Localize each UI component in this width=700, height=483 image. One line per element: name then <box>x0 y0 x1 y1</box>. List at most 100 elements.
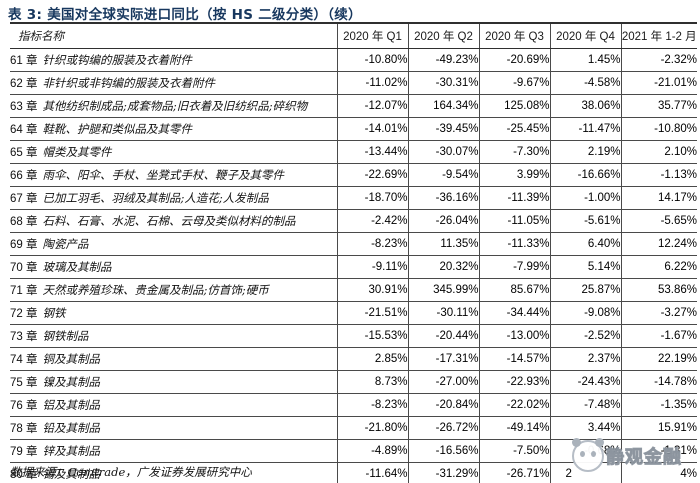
chapter-label: 71 章 <box>10 285 38 297</box>
indicator-name: 非针织或非钩编的服装及衣着附件 <box>42 76 216 90</box>
value-cell: -11.05% <box>478 209 550 233</box>
chapter-label: 80 章 <box>10 469 38 481</box>
watermark: 静观金融 <box>568 438 694 474</box>
value-cell: -18.70% <box>336 186 408 210</box>
indicator-name-cell: 72 章钢铁 <box>10 301 337 325</box>
value-cell: -13.00% <box>478 324 550 348</box>
indicator-name-cell: 80 章锡及其制品 <box>10 462 337 483</box>
value-cell: -21.51% <box>336 301 408 325</box>
value-cell: 15.91% <box>620 416 697 440</box>
header-cell: 2020 年 Q4 <box>549 23 621 49</box>
header-cell: 指标名称 <box>10 23 337 49</box>
value-cell: 53.86% <box>620 278 697 302</box>
page-title: 表 3: 美国对全球实际进口同比（按 HS 二级分类）（续） <box>8 7 362 23</box>
value-cell: 35.77% <box>620 94 697 118</box>
header-cell: 2021 年 1-2 月 <box>620 23 697 49</box>
value-cell: 2.10% <box>620 140 697 164</box>
value-cell: -26.72% <box>407 416 479 440</box>
value-cell: 6.22% <box>620 255 697 279</box>
value-cell: 125.08% <box>478 94 550 118</box>
value-cell: -17.31% <box>407 347 479 371</box>
value-cell: 5.14% <box>549 255 621 279</box>
value-cell: -1.67% <box>620 324 697 348</box>
value-cell: -3.27% <box>620 301 697 325</box>
chapter-label: 66 章 <box>10 170 38 182</box>
indicator-name-cell: 75 章镍及其制品 <box>10 370 337 394</box>
chapter-label: 75 章 <box>10 377 38 389</box>
chapter-label: 74 章 <box>10 354 38 366</box>
value-cell: 3.99% <box>478 163 550 187</box>
table-row: 61 章针织或钩编的服装及衣着附件 -10.80% -49.23% -20.69% 1.… <box>10 48 697 72</box>
table-body: 61 章针织或钩编的服装及衣着附件 -10.80% -49.23% -20.69% 1.… <box>10 48 697 483</box>
table-row: 64 章鞋靴、护腿和类似品及其零件 -14.01% -39.45% -25.45% -1… <box>10 117 697 141</box>
value-cell: 8.73% <box>336 370 408 394</box>
value-cell: -7.50% <box>478 439 550 463</box>
chapter-label: 62 章 <box>10 78 38 90</box>
table-row: 71 章天然或养殖珍珠、贵金属及制品;仿首饰;硬币 30.91% 345.99% 85… <box>10 278 697 302</box>
indicator-name: 天然或养殖珍珠、贵金属及制品;仿首饰;硬币 <box>42 283 269 297</box>
indicator-name-cell: 73 章钢铁制品 <box>10 324 337 348</box>
chapter-label: 72 章 <box>10 308 38 320</box>
indicator-name: 针织或钩编的服装及衣着附件 <box>42 53 193 67</box>
chapter-label: 70 章 <box>10 262 38 274</box>
header-cell: 2020 年 Q3 <box>478 23 550 49</box>
indicator-name: 铜及其制品 <box>42 352 101 366</box>
table-row: 75 章镍及其制品 8.73% -27.00% -22.93% -24.43% -14.7… <box>10 370 697 394</box>
chapter-label: 76 章 <box>10 400 38 412</box>
value-cell: -11.64% <box>336 462 408 483</box>
indicator-name-cell: 62 章非针织或非钩编的服装及衣着附件 <box>10 71 337 95</box>
value-cell: -2.52% <box>549 324 621 348</box>
value-cell: -9.54% <box>407 163 479 187</box>
value-cell: -8.23% <box>336 393 408 417</box>
table-row: 66 章雨伞、阳伞、手杖、坐凳式手杖、鞭子及其零件 -22.69% -9.54% 3.… <box>10 163 697 187</box>
table-row: 73 章钢铁制品 -15.53% -20.44% -13.00% -2.52% -1.67… <box>10 324 697 348</box>
indicator-name-cell: 79 章锌及其制品 <box>10 439 337 463</box>
value-cell: 22.19% <box>620 347 697 371</box>
value-cell: -5.61% <box>549 209 621 233</box>
value-cell: -30.31% <box>407 71 479 95</box>
value-cell: -25.45% <box>478 117 550 141</box>
indicator-name-cell: 74 章铜及其制品 <box>10 347 337 371</box>
value-cell: -24.43% <box>549 370 621 394</box>
indicator-name: 钢铁制品 <box>42 329 89 343</box>
value-cell: -39.45% <box>407 117 479 141</box>
value-cell: -26.71% <box>478 462 550 483</box>
value-cell: -1.13% <box>620 163 697 187</box>
value-cell: 2.19% <box>549 140 621 164</box>
value-cell: -34.44% <box>478 301 550 325</box>
value-cell: -11.47% <box>549 117 621 141</box>
value-cell: -14.01% <box>336 117 408 141</box>
table-row: 67 章已加工羽毛、羽绒及其制品;人造花;人发制品 -18.70% -36.16% -… <box>10 186 697 210</box>
chapter-label: 63 章 <box>10 101 38 113</box>
indicator-name-cell: 67 章已加工羽毛、羽绒及其制品;人造花;人发制品 <box>10 186 337 210</box>
chapter-label: 78 章 <box>10 423 38 435</box>
value-cell: -22.69% <box>336 163 408 187</box>
value-cell: 2.37% <box>549 347 621 371</box>
indicator-name: 铝及其制品 <box>42 398 101 412</box>
value-cell: -21.01% <box>620 71 697 95</box>
indicator-name: 铅及其制品 <box>42 421 101 435</box>
indicator-name-cell: 61 章针织或钩编的服装及衣着附件 <box>10 48 337 72</box>
value-cell: -4.89% <box>336 439 408 463</box>
value-cell: -14.57% <box>478 347 550 371</box>
value-cell: -10.80% <box>620 117 697 141</box>
value-cell: -31.29% <box>407 462 479 483</box>
chapter-label: 61 章 <box>10 55 38 67</box>
table-row: 68 章石料、石膏、水泥、石棉、云母及类似材料的制品 -2.42% -26.04% -… <box>10 209 697 233</box>
value-cell: 85.67% <box>478 278 550 302</box>
indicator-name: 镍及其制品 <box>42 375 101 389</box>
indicator-name: 锌及其制品 <box>42 444 101 458</box>
value-cell: 6.40% <box>549 232 621 256</box>
chapter-label: 65 章 <box>10 147 38 159</box>
value-cell: -8.23% <box>336 232 408 256</box>
indicator-name: 陶瓷产品 <box>42 237 89 251</box>
indicator-name: 帽类及其零件 <box>42 145 112 159</box>
value-cell: -22.02% <box>478 393 550 417</box>
indicator-name-cell: 66 章雨伞、阳伞、手杖、坐凳式手杖、鞭子及其零件 <box>10 163 337 187</box>
table-row: 76 章铝及其制品 -8.23% -20.84% -22.02% -7.48% -1.35… <box>10 393 697 417</box>
table-header-row: 指标名称 2020 年 Q1 2020 年 Q2 2020 年 Q3 2020 年 Q4… <box>10 23 697 49</box>
indicator-name: 玻璃及其制品 <box>42 260 112 274</box>
value-cell: -20.44% <box>407 324 479 348</box>
indicator-name-cell: 71 章天然或养殖珍珠、贵金属及制品;仿首饰;硬币 <box>10 278 337 302</box>
table-row: 63 章其他纺织制成品;成套物品;旧衣着及旧纺织品;碎织物 -12.07% 164.… <box>10 94 697 118</box>
